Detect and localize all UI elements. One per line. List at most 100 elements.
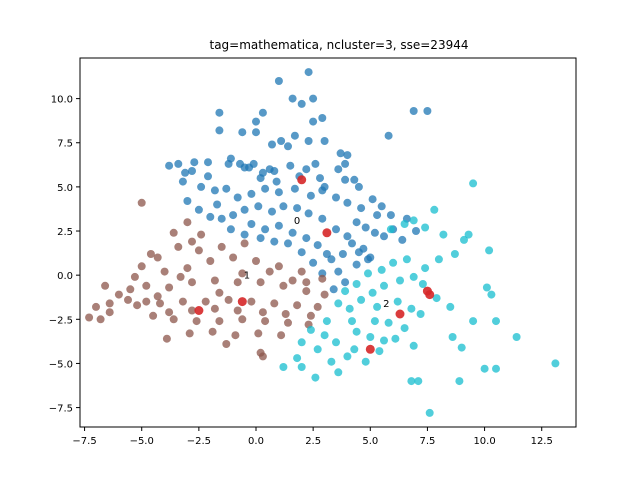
cluster-0-point bbox=[327, 255, 336, 264]
cluster-2-point bbox=[380, 281, 388, 290]
x-tick-label: 0.0 bbox=[248, 436, 264, 447]
cluster-1-point bbox=[306, 311, 315, 320]
x-tick-label: 7.5 bbox=[419, 436, 435, 447]
cluster-2-point bbox=[469, 179, 478, 188]
cluster-label: 1 bbox=[244, 271, 250, 282]
cluster-2-point bbox=[407, 377, 416, 386]
cluster-2-point bbox=[421, 264, 430, 273]
cluster-0-point bbox=[284, 142, 292, 151]
cluster-2-point bbox=[327, 357, 336, 366]
cluster-2-point bbox=[345, 304, 354, 313]
cluster-0-point bbox=[288, 94, 297, 103]
cluster-0-point bbox=[297, 248, 306, 257]
cluster-2-point bbox=[434, 255, 443, 264]
cluster-1-point bbox=[105, 308, 114, 317]
cluster-0-point bbox=[215, 126, 224, 135]
centroid-point bbox=[194, 306, 204, 315]
cluster-0-point bbox=[316, 174, 324, 183]
cluster-0-point bbox=[304, 68, 313, 77]
cluster-0-point bbox=[194, 205, 203, 214]
cluster-0-point bbox=[366, 253, 375, 262]
cluster-1-point bbox=[188, 237, 196, 246]
cluster-1-point bbox=[222, 340, 231, 348]
cluster-0-point bbox=[240, 205, 249, 214]
cluster-1-point bbox=[238, 269, 247, 278]
cluster-0-point bbox=[252, 117, 260, 126]
cluster-2-point bbox=[457, 343, 466, 352]
cluster-2-point bbox=[386, 225, 395, 234]
cluster-1-point bbox=[261, 317, 270, 326]
cluster-0-point bbox=[293, 204, 302, 213]
cluster-1-point bbox=[85, 313, 94, 322]
cluster-1-point bbox=[133, 301, 142, 310]
cluster-0-point bbox=[341, 278, 350, 287]
cluster-0-point bbox=[233, 193, 242, 202]
cluster-0-point bbox=[229, 211, 238, 220]
points-layer bbox=[85, 68, 560, 417]
cluster-0-point bbox=[377, 202, 386, 211]
cluster-0-point bbox=[352, 218, 361, 227]
cluster-2-point bbox=[416, 310, 425, 318]
cluster-2-point bbox=[389, 258, 398, 267]
cluster-1-point bbox=[169, 228, 178, 237]
x-tick-label: −2.5 bbox=[187, 436, 211, 447]
cluster-0-point bbox=[204, 172, 212, 181]
cluster-2-point bbox=[320, 331, 329, 340]
cluster-1-point bbox=[201, 297, 210, 306]
cluster-0-point bbox=[286, 161, 295, 170]
cluster-2-point bbox=[407, 304, 416, 313]
cluster-0-point bbox=[380, 232, 388, 241]
centroids-layer bbox=[194, 175, 435, 354]
cluster-1-point bbox=[156, 299, 164, 308]
cluster-1-point bbox=[192, 317, 201, 326]
cluster-1-point bbox=[281, 310, 290, 318]
centroid-point bbox=[365, 344, 375, 354]
cluster-1-point bbox=[188, 306, 196, 315]
cluster-0-point bbox=[178, 177, 187, 186]
cluster-0-point bbox=[341, 159, 350, 168]
cluster-1-point bbox=[240, 239, 249, 248]
y-tick-label: 0.0 bbox=[57, 271, 73, 282]
cluster-0-point bbox=[343, 198, 352, 207]
cluster-2-point bbox=[464, 230, 473, 239]
cluster-0-point bbox=[343, 151, 352, 160]
cluster-1-point bbox=[215, 288, 224, 297]
cluster-label: 0 bbox=[294, 216, 300, 227]
cluster-0-point bbox=[204, 158, 212, 167]
cluster-2-point bbox=[400, 324, 409, 333]
cluster-0-point bbox=[268, 207, 276, 216]
cluster-1-point bbox=[137, 262, 146, 271]
cluster-2-point bbox=[469, 317, 478, 326]
cluster-2-point bbox=[311, 373, 320, 382]
cluster-0-point bbox=[210, 186, 219, 195]
cluster-2-point bbox=[313, 345, 322, 354]
cluster-2-point bbox=[402, 255, 411, 264]
cluster-2-point bbox=[551, 359, 560, 368]
cluster-0-point bbox=[302, 234, 311, 243]
cluster-0-point bbox=[197, 182, 206, 191]
cluster-1-point bbox=[233, 278, 242, 287]
cluster-0-point bbox=[302, 165, 311, 174]
cluster-0-point bbox=[215, 108, 224, 117]
cluster-2-point bbox=[448, 333, 457, 341]
cluster-2-point bbox=[384, 318, 393, 327]
plot-frame bbox=[79, 57, 577, 428]
cluster-2-point bbox=[334, 368, 343, 377]
cluster-1-point bbox=[274, 262, 283, 271]
y-tick-label: 7.5 bbox=[57, 139, 73, 150]
cluster-2-point bbox=[377, 265, 386, 274]
cluster-2-point bbox=[439, 230, 448, 239]
cluster-2-point bbox=[352, 280, 361, 288]
x-tick-label: 5.0 bbox=[362, 436, 378, 447]
cluster-2-point bbox=[297, 338, 306, 347]
cluster-0-point bbox=[386, 211, 395, 220]
cluster-1-point bbox=[142, 281, 151, 290]
cluster-0-point bbox=[238, 128, 247, 137]
cluster-1-point bbox=[258, 352, 267, 361]
cluster-labels-layer: 0 1 2 bbox=[244, 216, 390, 310]
cluster-1-point bbox=[149, 311, 158, 320]
cluster-0-point bbox=[213, 200, 222, 209]
cluster-2-point bbox=[480, 364, 489, 373]
cluster-1-point bbox=[185, 329, 194, 338]
